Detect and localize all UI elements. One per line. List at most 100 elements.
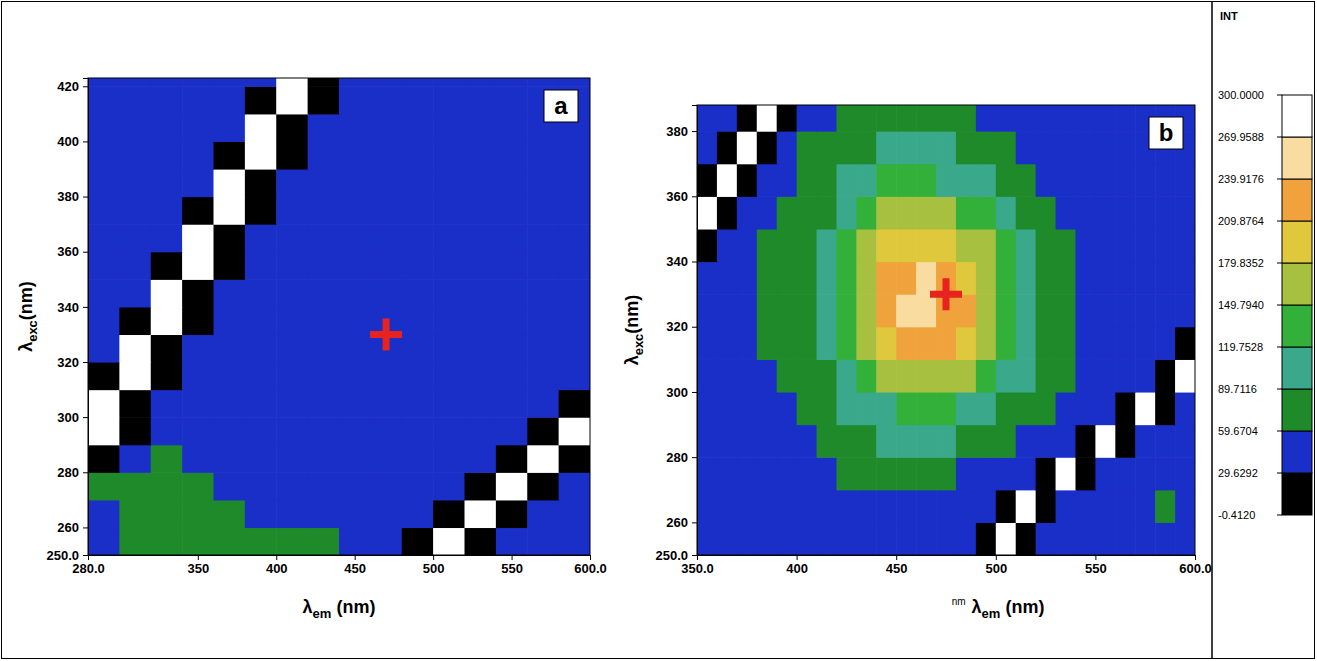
heatmap-cell	[119, 197, 151, 225]
heatmap-cell	[916, 359, 937, 392]
heatmap-cell	[496, 169, 528, 197]
heatmap-cell	[276, 114, 308, 142]
heatmap-cell	[856, 522, 877, 555]
heatmap-cell	[339, 472, 371, 500]
heatmap-cell	[956, 262, 977, 295]
heatmap-cell	[182, 500, 214, 528]
heatmap-cell	[956, 392, 977, 425]
heatmap-cell	[916, 327, 937, 360]
y-tick: 260	[57, 520, 88, 535]
heatmap-cell	[559, 141, 590, 169]
heatmap-cell	[370, 78, 402, 87]
heatmap-cell	[976, 425, 997, 458]
heatmap-cell	[182, 114, 214, 142]
heatmap-cell	[496, 362, 528, 390]
heatmap-cell	[1135, 490, 1156, 523]
heatmap-cell	[1056, 392, 1077, 425]
heatmap-cell	[308, 86, 340, 114]
heatmap-cell	[876, 425, 897, 458]
heatmap-cell	[757, 490, 778, 523]
heatmap-cell	[956, 327, 977, 360]
x-tick-mark	[433, 555, 434, 560]
heatmap-cell	[245, 197, 277, 225]
heatmap-cell	[182, 527, 214, 555]
heatmap-cell	[1075, 294, 1096, 327]
heatmap-cell	[1135, 196, 1156, 229]
heatmap-cell	[308, 224, 340, 252]
heatmap-cell	[956, 359, 977, 392]
heatmap-cell	[836, 457, 857, 490]
heatmap-cell	[1016, 131, 1037, 164]
heatmap-cell	[527, 169, 559, 197]
heatmap-cell	[876, 196, 897, 229]
heatmap-cell	[1016, 522, 1037, 555]
heatmap-cell	[1036, 425, 1057, 458]
heatmap-cell	[433, 527, 465, 555]
heatmap-cell	[1135, 327, 1156, 360]
y-tick-mark	[692, 457, 697, 458]
heatmap-cell	[527, 224, 559, 252]
heatmap-cell	[996, 522, 1017, 555]
x-tick: 400	[786, 555, 808, 576]
y-tick-label: 260	[57, 520, 79, 535]
heatmap-cell	[88, 86, 120, 114]
heatmap-cell	[151, 307, 183, 335]
heatmap-cell	[717, 490, 738, 523]
y-tick: 340	[666, 254, 697, 269]
heatmap-cell	[797, 262, 818, 295]
heatmap-cell	[151, 86, 183, 114]
heatmap-cell	[276, 169, 308, 197]
heatmap-cell	[151, 334, 183, 362]
y-tick-label: 380	[57, 189, 79, 204]
heatmap-cell	[465, 279, 497, 307]
heatmap-cell	[856, 327, 877, 360]
heatmap-cell	[817, 425, 838, 458]
heatmap-cell	[402, 334, 434, 362]
heatmap-cell	[527, 500, 559, 528]
heatmap-cell	[1036, 327, 1057, 360]
heatmap-cell	[433, 252, 465, 280]
heatmap-cell	[876, 392, 897, 425]
heatmap-cell	[214, 334, 246, 362]
heatmap-cell	[797, 457, 818, 490]
heatmap-cell	[465, 334, 497, 362]
heatmap-cell	[797, 359, 818, 392]
y-tick: 400	[57, 134, 88, 149]
heatmap-cell	[339, 500, 371, 528]
heatmap-cell	[119, 445, 151, 473]
background	[0, 0, 1317, 661]
heatmap-cell	[402, 279, 434, 307]
heatmap-cell	[88, 279, 120, 307]
colorbar-tick	[1277, 515, 1282, 516]
heatmap-cell	[1155, 164, 1176, 197]
axis-note: nm	[952, 596, 966, 607]
y-tick-label: 340	[666, 254, 688, 269]
heatmap-cell	[936, 327, 957, 360]
heatmap-cell	[1155, 262, 1176, 295]
heatmap-cell	[1155, 392, 1176, 425]
plot-frame	[88, 78, 590, 555]
heatmap-cell	[996, 490, 1017, 523]
heatmap-cell	[119, 500, 151, 528]
x-tick-label: 600.0	[1179, 561, 1212, 576]
heatmap-cell	[757, 105, 778, 132]
heatmap-cell	[339, 197, 371, 225]
heatmap-cell	[976, 262, 997, 295]
heatmap-cell	[88, 500, 120, 528]
y-tick: 260	[666, 515, 697, 530]
heatmap-cell	[465, 114, 497, 142]
heatmap-cell	[996, 359, 1017, 392]
heatmap-cell	[717, 105, 738, 132]
heatmap-cell	[527, 307, 559, 335]
heatmap-cell	[402, 252, 434, 280]
heatmap-cell	[276, 86, 308, 114]
heatmap-cell	[1175, 392, 1195, 425]
heatmap-cell	[119, 472, 151, 500]
heatmap-cell	[433, 472, 465, 500]
x-tick-mark	[198, 555, 199, 560]
heatmap-cell	[896, 522, 917, 555]
heatmap-cell	[214, 169, 246, 197]
heatmap-cell	[817, 229, 838, 262]
heatmap-cell	[876, 294, 897, 327]
heatmap-cell	[836, 490, 857, 523]
